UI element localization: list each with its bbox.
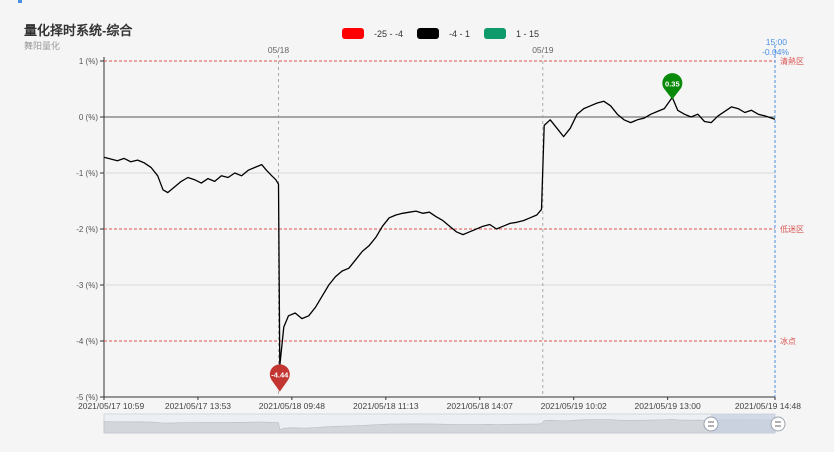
zoom-selected-window	[711, 414, 775, 433]
day-separator-label-0: 05/18	[268, 45, 290, 55]
marker-label-max: 0.35	[665, 79, 680, 88]
y-tick-label-2: -1 (%)	[76, 169, 98, 178]
zone-label-0: 清熱区	[780, 56, 804, 66]
y-tick-label-4: -3 (%)	[76, 281, 98, 290]
zone-label-1: 低迷区	[780, 224, 804, 234]
marker-pin-min	[269, 364, 290, 392]
legend-item-high[interactable]: 1 - 15	[484, 28, 539, 39]
legend-label-mid: -4 - 1	[449, 28, 471, 39]
marker-label-min: -4.44	[271, 371, 289, 380]
zoom-preview-area	[103, 419, 776, 434]
legend: -25 - -4 -4 - 1 1 - 15	[342, 28, 553, 39]
y-tick-label-3: -2 (%)	[76, 225, 98, 234]
zoom-handle-left[interactable]	[703, 416, 719, 432]
corner-accent	[18, 0, 22, 3]
y-tick-label-0: 1 (%)	[79, 57, 98, 66]
marker-pin-max	[662, 73, 683, 100]
x-tick-label-6: 2021/05/19 13:00	[635, 401, 701, 411]
zoom-handle-right[interactable]	[770, 416, 786, 432]
legend-swatch-low	[342, 28, 364, 39]
legend-item-mid[interactable]: -4 - 1	[417, 28, 470, 39]
legend-item-low[interactable]: -25 - -4	[342, 28, 403, 39]
legend-swatch-high	[484, 28, 507, 39]
chart-title: 量化择时系统-综合	[24, 23, 133, 38]
x-tick-label-4: 2021/05/18 14:07	[447, 401, 513, 411]
legend-label-low: -25 - -4	[374, 28, 404, 39]
current-value-label: -0.04%	[762, 47, 789, 57]
legend-label-high: 1 - 15	[516, 28, 540, 39]
chart-subtitle: 舞阳量化	[24, 41, 61, 51]
x-tick-label-0: 2021/05/17 10:59	[78, 401, 144, 411]
x-tick-label-5: 2021/05/19 10:02	[541, 401, 607, 411]
x-tick-label-7: 2021/05/19 14:48	[735, 401, 801, 411]
y-tick-label-5: -4 (%)	[76, 337, 98, 346]
zone-label-2: 冰点	[780, 336, 796, 346]
y-tick-label-6: -5 (%)	[76, 393, 98, 402]
x-tick-label-2: 2021/05/18 09:48	[259, 401, 325, 411]
legend-swatch-mid	[417, 28, 440, 39]
y-tick-label-1: 0 (%)	[79, 113, 98, 122]
x-tick-label-1: 2021/05/17 13:53	[165, 401, 231, 411]
series-line-0	[103, 96, 776, 367]
x-tick-label-3: 2021/05/18 11:13	[353, 401, 419, 411]
day-separator-label-1: 05/19	[532, 45, 554, 55]
current-time-label: 15:00	[766, 37, 788, 47]
